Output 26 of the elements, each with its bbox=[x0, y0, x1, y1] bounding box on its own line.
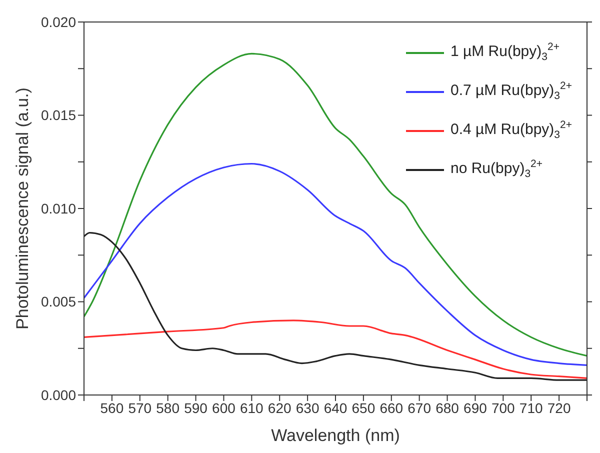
x-tick-label: 660 bbox=[380, 400, 404, 416]
x-axis-title: Wavelength (nm) bbox=[271, 426, 400, 445]
y-tick-label: 0.005 bbox=[40, 294, 76, 310]
x-tick-label: 690 bbox=[464, 400, 488, 416]
x-tick-label: 590 bbox=[184, 400, 208, 416]
x-tick-label: 570 bbox=[128, 400, 152, 416]
x-tick-label: 720 bbox=[547, 400, 571, 416]
x-tick-label: 700 bbox=[491, 400, 516, 416]
x-tick-label: 630 bbox=[296, 400, 320, 416]
y-tick-label: 0.015 bbox=[40, 107, 76, 124]
x-tick-label: 580 bbox=[156, 400, 180, 416]
y-tick-label: 0.020 bbox=[40, 14, 76, 30]
x-tick-label: 680 bbox=[436, 400, 460, 416]
line-series bbox=[84, 320, 587, 380]
x-tick-label: 560 bbox=[100, 400, 124, 416]
x-tick-label: 600 bbox=[212, 400, 236, 416]
x-tick-label: 610 bbox=[240, 400, 264, 416]
y-tick-label: 0.010 bbox=[40, 200, 76, 216]
y-axis-title: Photoluminescence signal (a.u.) bbox=[13, 88, 32, 330]
y-tick-label: 0.000 bbox=[40, 386, 76, 403]
line-series bbox=[84, 232, 587, 381]
x-tick-label: 650 bbox=[352, 400, 376, 416]
x-tick-label: 640 bbox=[324, 400, 348, 416]
x-tick-label: 620 bbox=[268, 400, 292, 416]
x-tick-label: 670 bbox=[408, 400, 432, 416]
x-tick-label: 710 bbox=[519, 400, 544, 416]
